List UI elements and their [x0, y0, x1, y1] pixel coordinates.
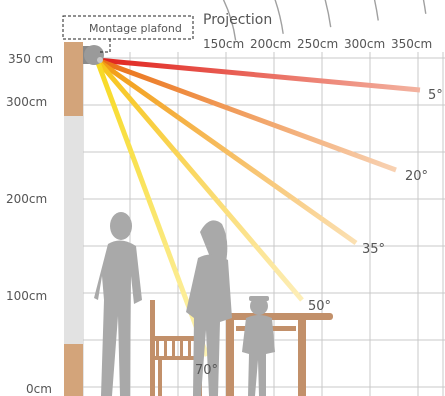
wall-segment-middle — [64, 116, 83, 344]
beams — [94, 57, 421, 357]
angle-label: 35° — [362, 242, 385, 257]
height-tick-label: 350 cm — [8, 52, 53, 66]
projection-tick-label: 300cm — [344, 37, 385, 51]
height-tick-label: 0cm — [26, 382, 52, 396]
beam-20-deg — [96, 57, 397, 173]
height-tick-label: 100cm — [6, 289, 47, 303]
mount-label-box: Montage plafond — [62, 15, 194, 53]
scene-silhouettes — [94, 212, 333, 396]
wall-segment-top — [64, 42, 83, 116]
angle-label: 70° — [195, 363, 218, 378]
height-tick-label: 200cm — [6, 192, 47, 206]
projection-tick-label: 200cm — [250, 37, 291, 51]
beam-70-deg — [94, 59, 210, 357]
woman-silhouette — [186, 220, 232, 396]
projection-ticks: 150cm 200cm 250cm 300cm 350cm — [203, 37, 432, 51]
beam-5-deg — [96, 57, 421, 93]
projection-tick-label: 350cm — [391, 37, 432, 51]
child-silhouette — [242, 296, 275, 396]
angle-label: 20° — [405, 169, 428, 184]
wall-column — [64, 42, 83, 396]
height-ticks: 350 cm 300cm 200cm 100cm 0cm — [6, 52, 53, 396]
projection-tick-label: 250cm — [297, 37, 338, 51]
projection-title: Projection — [203, 12, 272, 28]
mount-label: Montage plafond — [89, 22, 182, 35]
angle-label: 50° — [308, 299, 331, 314]
angle-label: 5° — [428, 88, 443, 103]
man-silhouette — [94, 212, 142, 396]
projection-tick-label: 150cm — [203, 37, 244, 51]
height-tick-label: 300cm — [6, 95, 47, 109]
distance-arcs — [222, 0, 427, 41]
distance-arc — [222, 0, 237, 41]
angle-labels: 5° 20° 35° 50° 70° — [195, 88, 443, 378]
distance-arc — [274, 0, 284, 34]
wall-segment-bottom — [64, 344, 83, 396]
beam-35-deg — [95, 57, 358, 246]
lamp-icon — [83, 45, 104, 65]
beam-50-deg — [95, 58, 304, 302]
